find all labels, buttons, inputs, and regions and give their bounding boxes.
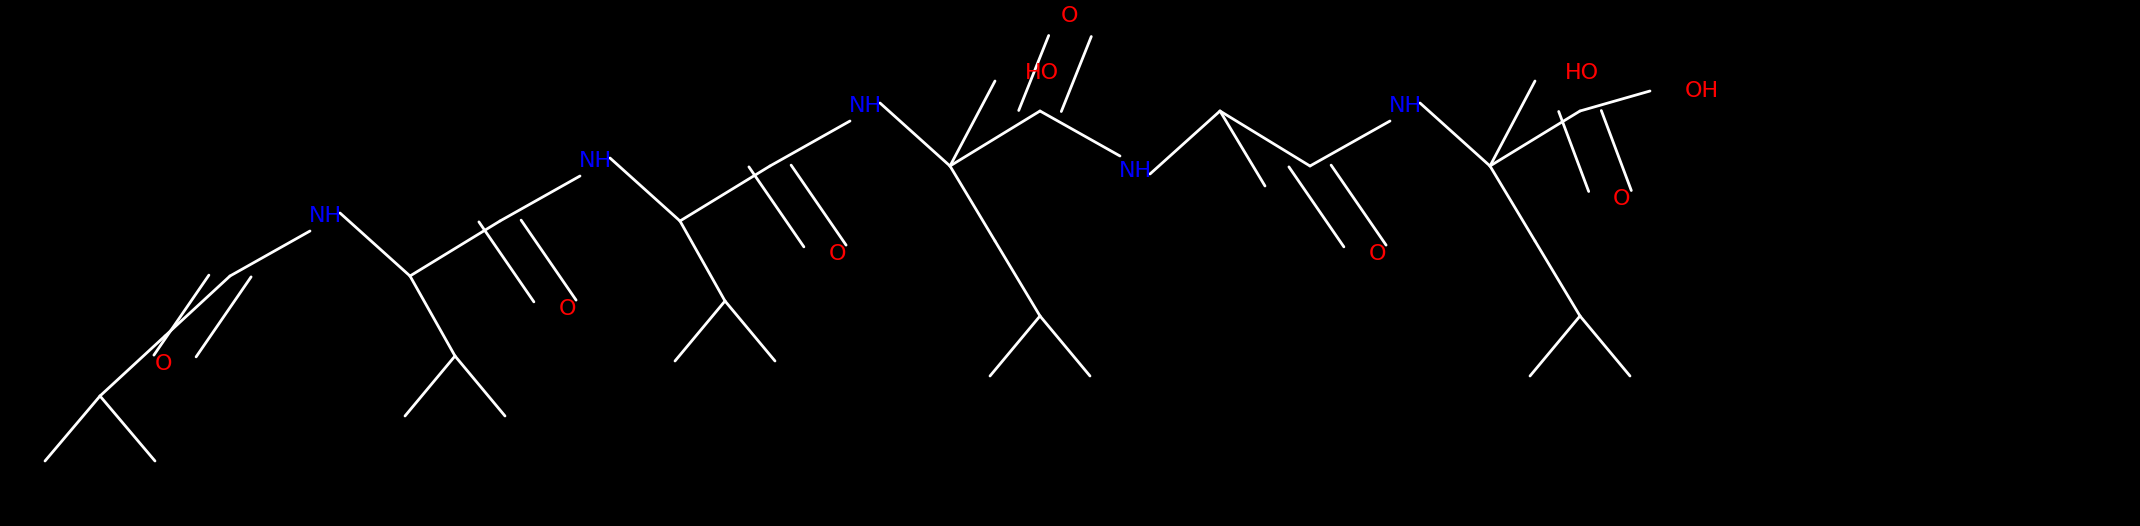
Text: HO: HO [1564, 63, 1599, 83]
Text: NH: NH [1389, 96, 1421, 116]
Text: HO: HO [1025, 63, 1059, 83]
Text: O: O [559, 299, 576, 319]
Text: O: O [1061, 6, 1079, 26]
Text: NH: NH [1119, 161, 1151, 181]
Text: O: O [154, 354, 171, 374]
Text: O: O [1367, 244, 1387, 264]
Text: O: O [1614, 189, 1631, 209]
Text: NH: NH [847, 96, 882, 116]
Text: O: O [828, 244, 845, 264]
Text: OH: OH [1684, 81, 1718, 101]
Text: NH: NH [308, 206, 342, 226]
Text: NH: NH [578, 151, 612, 171]
